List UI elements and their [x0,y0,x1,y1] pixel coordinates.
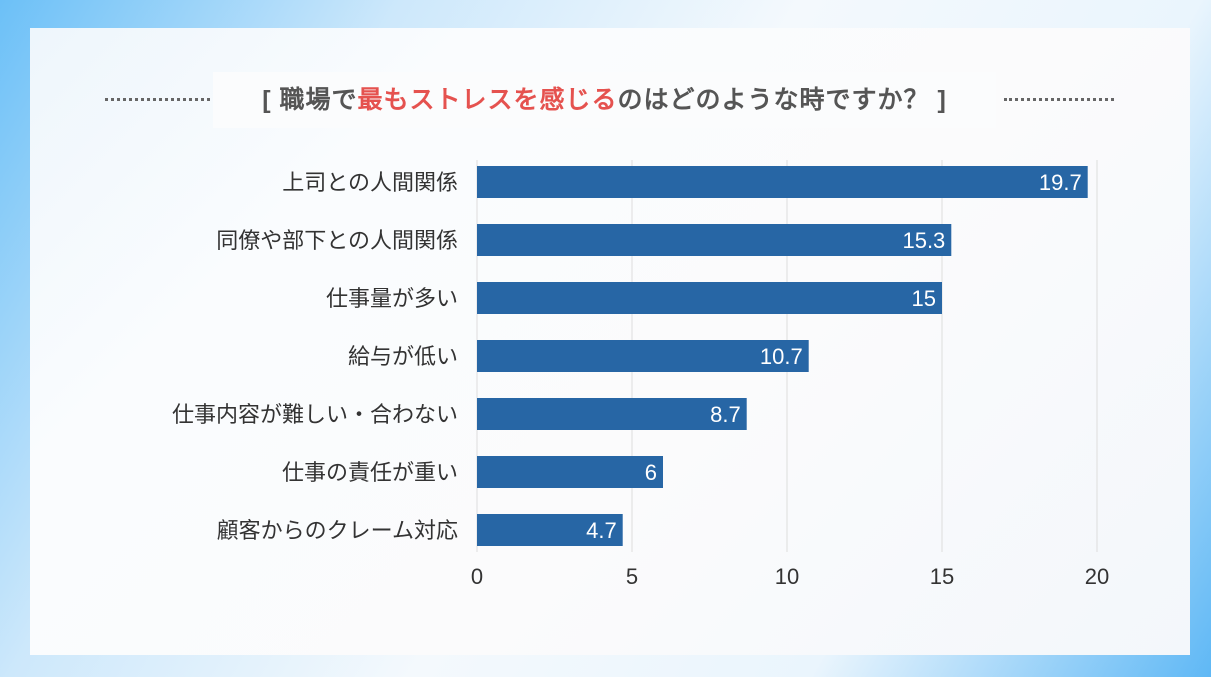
data-label: 4.7 [586,518,617,543]
bar [477,514,623,546]
title-highlight: 最もストレスを感じる [357,86,618,114]
data-label: 6 [645,460,657,485]
title-part: のはどのような時ですか？ ] [617,86,947,114]
category-label: 仕事の責任が重い [282,460,458,485]
data-label: 15 [912,286,936,311]
bar [477,224,952,256]
x-tick-label: 5 [626,564,638,589]
data-label: 19.7 [1039,170,1082,195]
chart-title: [ 職場で最もストレスを感じるのはどのような時ですか？ ] [213,72,996,128]
data-label: 10.7 [760,344,803,369]
bar [477,166,1088,198]
x-tick-label: 20 [1085,564,1109,589]
title-dots-right [1004,98,1114,101]
category-label: 仕事内容が難しい・合わない [172,402,458,427]
x-tick-label: 15 [930,564,954,589]
data-label: 15.3 [902,228,945,253]
bar [477,456,663,488]
category-label: 仕事量が多い [326,286,458,311]
category-label: 顧客からのクレーム対応 [217,518,458,543]
title-part: [ 職場で [262,86,358,114]
data-label: 8.7 [710,402,741,427]
bar [477,398,747,430]
bar [477,282,942,314]
category-label: 上司との人間関係 [282,170,458,195]
category-label: 給与が低い [348,344,458,369]
x-tick-label: 10 [775,564,799,589]
bar [477,340,809,372]
title-dots-left [105,98,210,101]
category-label: 同僚や部下との人間関係 [216,228,458,253]
x-tick-label: 0 [471,564,483,589]
